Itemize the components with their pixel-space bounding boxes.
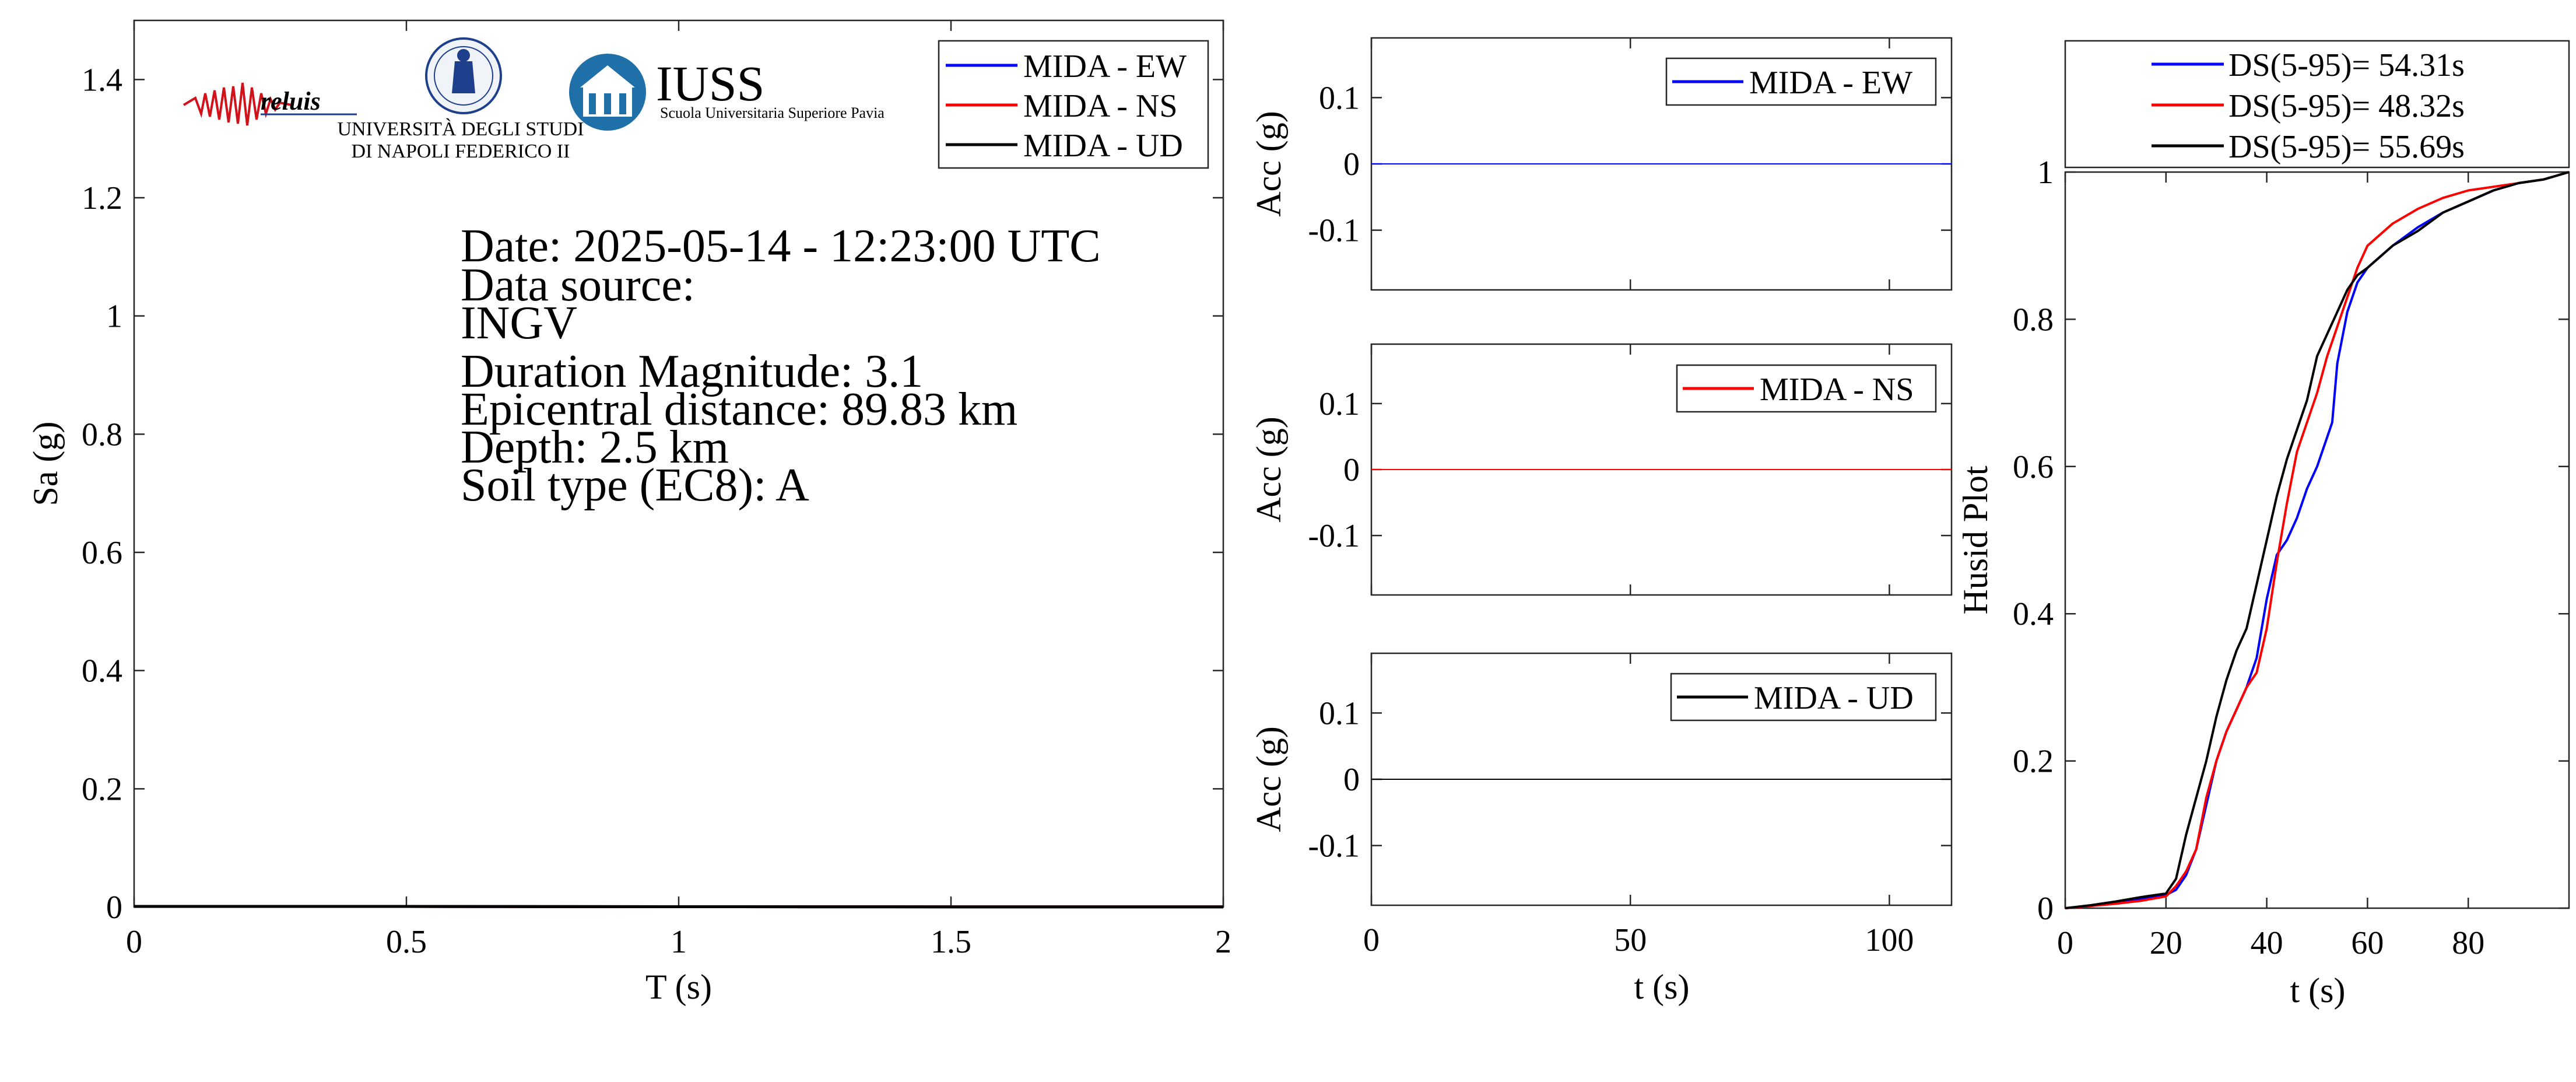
husid-ytick-label: 0.2: [2013, 744, 2054, 780]
iuss-logo-text: IUSS: [656, 55, 764, 111]
husid-xtick-label: 20: [2150, 925, 2182, 961]
spectrum-series: [134, 905, 1224, 909]
husid-legend: DS(5-95)= 54.31s DS(5-95)= 48.32s DS(5-9…: [2064, 40, 2570, 169]
accelerogram-ns-ytick-label: -0.1: [1308, 518, 1360, 554]
spectrum-ytick-label: 1.2: [82, 180, 122, 216]
husid-series-line-3: [2065, 171, 2570, 909]
husid-x-axis-label: t (s): [2290, 971, 2346, 1010]
reluis-logo: reluis: [183, 82, 357, 126]
iuss-logo: IUSS Scuola Universitaria Superiore Pavi…: [569, 54, 885, 131]
accelerogram-ns-panel: -0.1 0 0.1 Acc (g) MIDA - NS: [1250, 343, 1953, 596]
husid-series: [2065, 171, 2570, 909]
spectrum-ytick-label: 0.2: [82, 771, 122, 807]
spectrum-xtick-label: 1: [671, 924, 687, 960]
spectrum-xtick-label: 2: [1215, 924, 1231, 960]
husid-xtick-label: 80: [2452, 925, 2484, 961]
husid-legend-label-2: DS(5-95)= 48.32s: [2228, 88, 2465, 124]
spectrum-ytick-label: 1: [106, 299, 122, 335]
husid-series-line-1: [2065, 171, 2570, 909]
accelerogram-ud-xtick-label: 100: [1865, 922, 1914, 958]
legend-label-ew: MIDA - EW: [1023, 48, 1187, 85]
spectrum-xtick-label: 0: [126, 924, 142, 960]
spectrum-xtick-label: 0.5: [386, 924, 427, 960]
unina-logo-line1: UNIVERSITÀ DEGLI STUDI: [337, 118, 584, 140]
husid-y-axis-label: Husid Plot: [1956, 465, 1995, 614]
event-info: Date: 2025-05-14 - 12:23:00 UTC Data sou…: [461, 220, 1101, 511]
event-date: Date: 2025-05-14 - 12:23:00 UTC: [461, 220, 1101, 272]
accelerogram-ud-xtick-label: 0: [1363, 922, 1380, 958]
husid-legend-label-1: DS(5-95)= 54.31s: [2228, 47, 2465, 83]
accelerogram-ns-legend-label: MIDA - NS: [1760, 372, 1914, 408]
accelerogram-ud-x-axis-label: t (s): [1634, 968, 1690, 1006]
spectrum-xtick-label: 1.5: [931, 924, 971, 960]
accelerogram-ud-ytick-label: 0.1: [1319, 695, 1360, 731]
husid-legend-box: [2064, 40, 2570, 169]
accelerogram-ns-ytick-label: 0: [1343, 452, 1360, 488]
husid-ytick-label: 0.6: [2013, 449, 2054, 485]
husid-ytick-label: 0.8: [2013, 302, 2054, 338]
husid-legend-label-3: DS(5-95)= 55.69s: [2228, 129, 2465, 165]
accelerogram-ns-ytick-label: 0.1: [1319, 386, 1360, 422]
legend-label-ns: MIDA - NS: [1023, 88, 1177, 124]
husid-ticks: 0 0.2 0.4 0.6 0.8 1 0 20 40 60 80: [2013, 155, 2569, 961]
accelerogram-ew-ticks: -0.1 0 0.1: [1308, 38, 1952, 290]
spectrum-y-axis-label: Sa (g): [26, 422, 65, 506]
husid-series-line-2: [2065, 171, 2570, 909]
accelerogram-ud-legend-label: MIDA - UD: [1754, 680, 1914, 716]
spectrum-series-line-3: [134, 905, 1224, 909]
data-source-value: INGV: [461, 297, 577, 349]
husid-xtick-label: 0: [2057, 925, 2073, 961]
unina-logo-line2: DI NAPOLI FEDERICO II: [352, 141, 570, 162]
accelerogram-ns-y-axis-label: Acc (g): [1250, 416, 1288, 523]
accelerogram-ud-ticks: -0.1 0 0.1 0 50 100: [1308, 653, 1952, 958]
spectrum-panel: 0 0.2 0.4 0.6 0.8 1 1.2 1.4 0 0.5 1 1.5 2 T (s) Sa (…: [26, 19, 1231, 1006]
accelerogram-ew-ytick-label: -0.1: [1308, 213, 1360, 249]
spectrum-legend: MIDA - EW MIDA - NS MIDA - UD: [938, 40, 1209, 169]
husid-xtick-label: 60: [2351, 925, 2384, 961]
accelerogram-ew-ytick-label: 0: [1343, 146, 1360, 183]
soil-type: Soil type (EC8): A: [461, 460, 809, 511]
iuss-logo-subtitle: Scuola Universitaria Superiore Pavia: [660, 104, 885, 121]
unina-logo: UNIVERSITÀ DEGLI STUDI DI NAPOLI FEDERIC…: [337, 37, 584, 162]
spectrum-ytick-label: 0.4: [82, 653, 122, 689]
legend-label-ud: MIDA - UD: [1023, 128, 1183, 164]
accelerogram-ud-xtick-label: 50: [1614, 922, 1647, 958]
husid-axes-frame: [2064, 171, 2570, 909]
accelerogram-ew-ytick-label: 0.1: [1319, 80, 1360, 116]
accelerogram-ud-panel: -0.1 0 0.1 0 50 100 Acc (g) t (s) MIDA - UD: [1250, 652, 1953, 1006]
accelerogram-ew-panel: -0.1 0 0.1 Acc (g) MIDA - EW: [1250, 37, 1953, 291]
accelerogram-ud-ytick-label: 0: [1343, 762, 1360, 798]
spectrum-ytick-label: 0.8: [82, 416, 122, 453]
spectrum-ytick-label: 1.4: [82, 62, 122, 98]
epicentral-distance: Epicentral distance: 89.83 km: [461, 384, 1017, 435]
accelerogram-ud-ytick-label: -0.1: [1308, 828, 1360, 864]
husid-panel: 0 0.2 0.4 0.6 0.8 1 0 20 40 60 80 Husid Plot t (s)…: [1956, 40, 2570, 1010]
husid-ytick-label: 1: [2037, 155, 2054, 191]
husid-ytick-label: 0.4: [2013, 596, 2054, 632]
husid-xtick-label: 40: [2251, 925, 2283, 961]
husid-ytick-label: 0: [2037, 891, 2054, 927]
spectrum-ytick-label: 0: [106, 890, 122, 926]
spectrum-x-axis-label: T (s): [645, 968, 712, 1006]
accelerogram-ud-y-axis-label: Acc (g): [1250, 726, 1288, 832]
accelerogram-ew-legend-label: MIDA - EW: [1749, 65, 1912, 101]
data-source-label: Data source:: [461, 260, 695, 311]
reluis-logo-text: reluis: [261, 87, 321, 115]
duration-magnitude: Duration Magnitude: 3.1: [461, 346, 923, 397]
accelerogram-ew-y-axis-label: Acc (g): [1250, 111, 1288, 217]
depth: Depth: 2.5 km: [461, 422, 729, 473]
spectrum-ytick-label: 0.6: [82, 535, 122, 571]
spectrum-ticks: 0 0.2 0.4 0.6 0.8 1 1.2 1.4 0 0.5 1 1.5 2: [82, 20, 1231, 960]
